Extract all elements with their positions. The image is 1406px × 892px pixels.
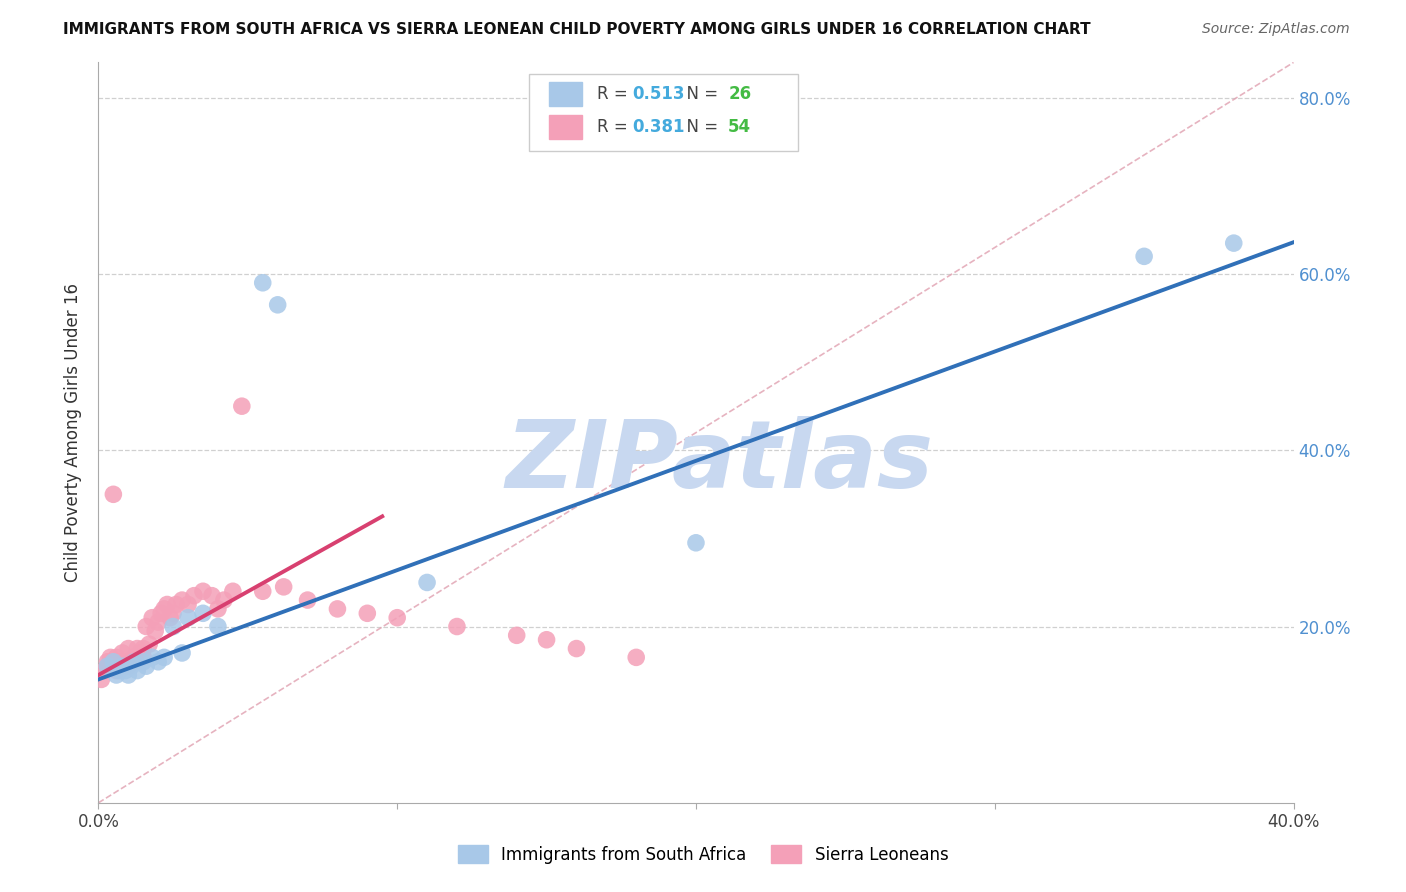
Point [252, 584, 274, 599]
Point [98, 650, 122, 665]
Point [212, 593, 235, 607]
Point [117, 659, 139, 673]
Point [108, 655, 131, 669]
Point [267, 298, 290, 312]
Point [129, 646, 152, 660]
Point [141, 610, 163, 624]
Point [124, 650, 146, 665]
Text: 26: 26 [728, 85, 751, 103]
Point [626, 650, 648, 665]
Point [231, 399, 253, 413]
Point [132, 650, 155, 665]
Point [105, 650, 128, 665]
Point [93, 664, 115, 678]
Point [117, 641, 139, 656]
Point [183, 589, 205, 603]
Text: ZIPatlas: ZIPatlas [506, 417, 934, 508]
Point [117, 668, 139, 682]
Text: N =: N = [676, 118, 723, 136]
Point [207, 602, 229, 616]
Point [141, 650, 163, 665]
Point [120, 655, 142, 669]
Point [207, 619, 229, 633]
Point [96, 659, 118, 673]
Point [108, 664, 131, 678]
Point [172, 593, 194, 607]
Text: N =: N = [676, 85, 723, 103]
Point [162, 607, 184, 621]
Point [536, 632, 558, 647]
Point [127, 664, 149, 678]
Bar [548, 82, 582, 106]
FancyBboxPatch shape [529, 73, 797, 152]
Point [1133, 249, 1156, 263]
Y-axis label: Child Poverty Among Girls Under 16: Child Poverty Among Girls Under 16 [65, 283, 83, 582]
Point [565, 641, 588, 656]
Point [103, 655, 125, 669]
Point [385, 610, 409, 624]
Point [108, 659, 131, 673]
Point [103, 487, 125, 501]
Point [172, 646, 194, 660]
Point [326, 602, 349, 616]
Point [111, 659, 134, 673]
Point [135, 619, 157, 633]
Point [114, 664, 136, 678]
Bar [548, 115, 582, 139]
Point [148, 655, 170, 669]
Point [506, 628, 529, 642]
Point [111, 646, 134, 660]
Point [177, 598, 200, 612]
Point [124, 655, 146, 669]
Point [90, 673, 112, 687]
Point [103, 655, 125, 669]
Point [156, 598, 179, 612]
Point [114, 655, 136, 669]
Point [153, 602, 176, 616]
Point [132, 655, 155, 669]
Point [356, 607, 378, 621]
Point [135, 659, 157, 673]
Point [165, 598, 187, 612]
Point [201, 589, 224, 603]
Point [150, 607, 173, 621]
Point [446, 619, 468, 633]
Point [148, 615, 170, 629]
Point [105, 668, 128, 682]
Point [162, 619, 184, 633]
Point [96, 655, 118, 669]
Point [273, 580, 295, 594]
Point [252, 276, 274, 290]
Point [143, 624, 166, 638]
Text: Source: ZipAtlas.com: Source: ZipAtlas.com [1202, 22, 1350, 37]
Text: R =: R = [596, 118, 633, 136]
Point [685, 536, 707, 550]
Point [111, 659, 134, 673]
Point [105, 664, 128, 678]
Point [191, 607, 214, 621]
Point [138, 637, 160, 651]
Point [127, 641, 149, 656]
Text: R =: R = [596, 85, 633, 103]
Text: 0.381: 0.381 [633, 118, 685, 136]
Point [153, 650, 176, 665]
Point [120, 659, 142, 673]
Text: IMMIGRANTS FROM SOUTH AFRICA VS SIERRA LEONEAN CHILD POVERTY AMONG GIRLS UNDER 1: IMMIGRANTS FROM SOUTH AFRICA VS SIERRA L… [63, 22, 1091, 37]
Point [132, 641, 155, 656]
Point [159, 610, 181, 624]
Point [98, 659, 122, 673]
Text: 0.513: 0.513 [633, 85, 685, 103]
Text: 54: 54 [728, 118, 751, 136]
Legend: Immigrants from South Africa, Sierra Leoneans: Immigrants from South Africa, Sierra Leo… [451, 838, 955, 871]
Point [96, 659, 118, 673]
Point [177, 610, 200, 624]
Point [416, 575, 439, 590]
Point [191, 584, 214, 599]
Point [222, 584, 245, 599]
Point [1223, 236, 1246, 251]
Point [297, 593, 319, 607]
